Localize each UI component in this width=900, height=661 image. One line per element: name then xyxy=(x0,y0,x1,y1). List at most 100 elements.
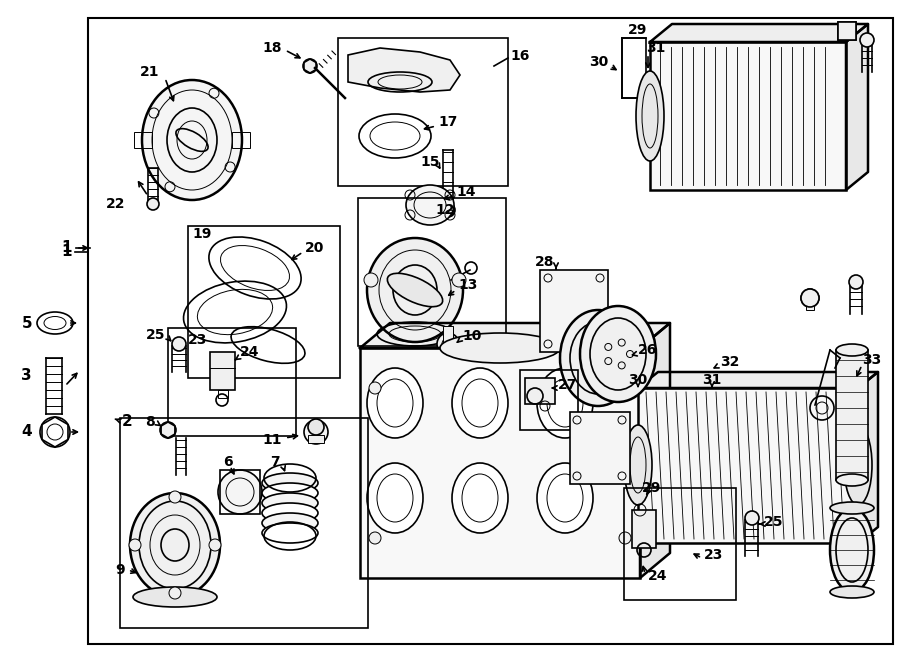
Bar xyxy=(308,435,324,443)
Text: 23: 23 xyxy=(188,333,207,347)
Bar xyxy=(838,22,856,40)
Text: 29: 29 xyxy=(643,481,662,495)
Circle shape xyxy=(452,273,466,287)
Bar xyxy=(806,298,814,310)
Circle shape xyxy=(364,273,378,287)
Ellipse shape xyxy=(830,508,874,592)
Circle shape xyxy=(801,289,819,307)
Text: 14: 14 xyxy=(456,185,475,199)
Ellipse shape xyxy=(560,310,636,406)
Ellipse shape xyxy=(130,493,220,597)
Text: 30: 30 xyxy=(589,55,608,69)
Ellipse shape xyxy=(830,502,874,514)
Text: 26: 26 xyxy=(638,343,657,357)
Bar xyxy=(622,38,646,98)
Bar xyxy=(188,226,340,378)
Circle shape xyxy=(860,33,874,47)
Bar xyxy=(232,132,250,148)
Text: 5: 5 xyxy=(22,315,32,330)
Circle shape xyxy=(169,491,181,503)
Text: 24: 24 xyxy=(648,569,668,583)
Ellipse shape xyxy=(844,425,872,505)
Polygon shape xyxy=(650,24,868,42)
Text: 1: 1 xyxy=(61,245,72,260)
Ellipse shape xyxy=(367,368,423,438)
Circle shape xyxy=(160,422,176,438)
Text: 30: 30 xyxy=(628,373,648,387)
Text: 12: 12 xyxy=(435,203,454,217)
Text: 23: 23 xyxy=(704,548,724,562)
Text: 19: 19 xyxy=(192,227,211,241)
Bar xyxy=(218,390,228,398)
Polygon shape xyxy=(846,24,868,190)
Ellipse shape xyxy=(218,470,262,514)
Text: 15: 15 xyxy=(420,155,440,169)
Text: 25: 25 xyxy=(146,328,165,342)
Bar xyxy=(443,326,453,344)
Text: 25: 25 xyxy=(764,515,784,529)
Ellipse shape xyxy=(537,368,593,438)
Bar xyxy=(358,198,506,346)
Bar xyxy=(120,418,368,628)
Text: 21: 21 xyxy=(140,65,160,79)
Bar xyxy=(570,412,630,484)
Ellipse shape xyxy=(836,474,868,486)
Circle shape xyxy=(304,420,328,444)
Polygon shape xyxy=(348,48,460,92)
Text: 22: 22 xyxy=(105,197,125,211)
Ellipse shape xyxy=(636,71,664,161)
Polygon shape xyxy=(640,323,670,578)
Polygon shape xyxy=(638,372,878,388)
Ellipse shape xyxy=(387,273,443,307)
Bar xyxy=(210,352,235,390)
Circle shape xyxy=(303,59,317,73)
Bar xyxy=(520,370,578,430)
Bar xyxy=(632,510,656,548)
Ellipse shape xyxy=(452,368,508,438)
Ellipse shape xyxy=(262,523,318,543)
Text: 32: 32 xyxy=(720,355,740,369)
Circle shape xyxy=(369,382,381,394)
Text: 31: 31 xyxy=(702,373,722,387)
Circle shape xyxy=(619,532,631,544)
Text: 3: 3 xyxy=(22,368,32,383)
Ellipse shape xyxy=(133,587,217,607)
Circle shape xyxy=(849,275,863,289)
Ellipse shape xyxy=(262,493,318,513)
Text: 17: 17 xyxy=(438,115,457,129)
Ellipse shape xyxy=(406,185,454,225)
Bar xyxy=(525,378,555,404)
Text: 29: 29 xyxy=(628,23,647,37)
Ellipse shape xyxy=(367,238,463,342)
Ellipse shape xyxy=(262,513,318,533)
Text: 2: 2 xyxy=(122,414,133,430)
Text: 11: 11 xyxy=(263,433,282,447)
Text: 33: 33 xyxy=(862,353,881,367)
Text: 28: 28 xyxy=(536,255,554,269)
Bar xyxy=(638,388,858,543)
Circle shape xyxy=(308,419,324,435)
Circle shape xyxy=(441,203,455,217)
Bar xyxy=(650,42,846,190)
Ellipse shape xyxy=(580,306,656,402)
Bar xyxy=(836,350,868,480)
Circle shape xyxy=(172,337,186,351)
Ellipse shape xyxy=(836,344,868,356)
Text: 1: 1 xyxy=(61,241,72,256)
Text: 31: 31 xyxy=(646,41,665,55)
Circle shape xyxy=(801,289,819,307)
Bar xyxy=(134,132,152,148)
Circle shape xyxy=(209,539,221,551)
Text: 4: 4 xyxy=(22,424,32,440)
Ellipse shape xyxy=(142,80,242,200)
Text: 24: 24 xyxy=(240,345,259,359)
Bar xyxy=(360,348,640,578)
Circle shape xyxy=(147,198,159,210)
Text: 18: 18 xyxy=(263,41,282,55)
Bar xyxy=(838,22,856,40)
Text: 6: 6 xyxy=(223,455,233,469)
Ellipse shape xyxy=(262,503,318,523)
Text: 13: 13 xyxy=(458,278,477,292)
Text: 27: 27 xyxy=(558,378,578,392)
Circle shape xyxy=(437,333,459,355)
